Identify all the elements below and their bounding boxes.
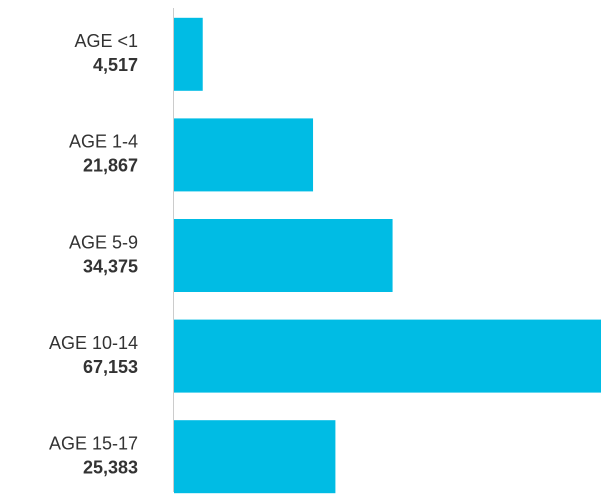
- value-label: 25,383: [83, 457, 138, 477]
- category-label: AGE 1-4: [69, 132, 138, 152]
- bar: [174, 420, 336, 494]
- bar: [174, 319, 601, 393]
- value-label: 67,153: [83, 357, 138, 377]
- category-label: AGE <1: [74, 31, 138, 51]
- category-label: AGE 15-17: [49, 433, 138, 453]
- category-label: AGE 10-14: [49, 333, 138, 353]
- bar: [174, 118, 314, 192]
- bar: [174, 17, 203, 91]
- value-label: 21,867: [83, 156, 138, 176]
- category-label: AGE 5-9: [69, 232, 138, 252]
- value-label: 34,375: [83, 256, 138, 276]
- bar: [174, 219, 393, 292]
- value-label: 4,517: [93, 55, 138, 75]
